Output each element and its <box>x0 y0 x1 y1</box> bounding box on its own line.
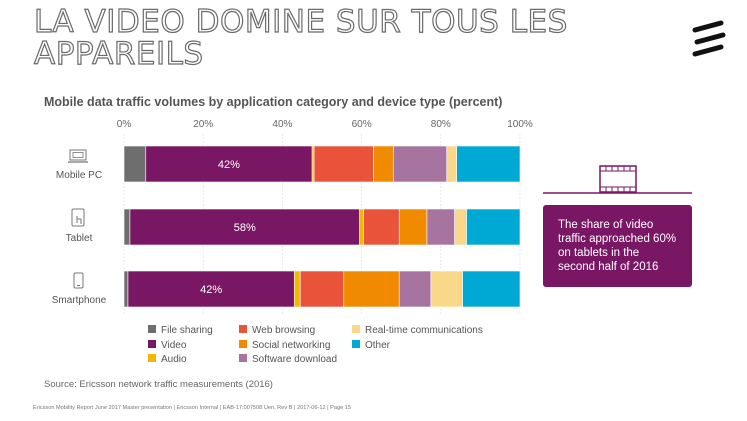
source-note: Source: Ericsson network traffic measure… <box>44 379 273 390</box>
bars <box>123 145 521 308</box>
legend-swatch <box>239 354 247 362</box>
chart-title: Mobile data traffic volumes by applicati… <box>44 95 503 109</box>
x-tick-label: 60% <box>352 119 372 130</box>
bar-segment <box>293 270 301 308</box>
bar-data-label: 58% <box>234 222 256 234</box>
slide-title: LA VIDEO DOMINE SUR TOUS LES APPAREILS <box>33 4 674 72</box>
bar-segment <box>313 145 374 183</box>
laptop-icon <box>68 149 88 163</box>
x-tick-label: 0% <box>117 119 132 130</box>
x-tick-label: 100% <box>507 119 533 130</box>
bar-segment <box>398 270 432 308</box>
device-label: Tablet <box>66 233 93 244</box>
legend: File sharing Web browsing Real-time commun… <box>148 325 483 365</box>
device-labels: Mobile PC Tablet Smartphone <box>52 149 107 306</box>
bar-segment <box>398 208 428 246</box>
bar-segment <box>123 208 131 246</box>
bar-data-label: 42% <box>218 159 240 171</box>
bar-data-label: 42% <box>200 284 222 296</box>
legend-label: Real-time communications <box>365 325 483 336</box>
bar-segment <box>430 270 463 308</box>
bar-segment <box>392 145 448 183</box>
legend-swatch <box>148 325 156 333</box>
legend-label: Software download <box>252 354 337 365</box>
legend-label: Audio <box>161 354 187 365</box>
bar-segment <box>454 208 467 246</box>
bar-labels: 42% 58% 42% <box>200 159 256 296</box>
slide-title-line-2: APPAREILS <box>33 36 204 72</box>
bar-segment <box>359 208 364 246</box>
x-tick-label: 80% <box>431 119 451 130</box>
bar-segment <box>145 145 313 183</box>
slide-title-line-1: LA VIDEO DOMINE SUR TOUS LES <box>33 4 568 40</box>
bar-segment <box>123 270 129 308</box>
bar-segment <box>373 145 394 183</box>
x-tick-label: 20% <box>193 119 213 130</box>
legend-swatch <box>239 325 247 333</box>
x-tick-label: 40% <box>272 119 292 130</box>
legend-label: File sharing <box>161 325 213 336</box>
bar-segment <box>299 270 345 308</box>
bar-segment <box>466 208 521 246</box>
bar-segment <box>426 208 455 246</box>
smartphone-icon <box>73 272 84 289</box>
legend-swatch <box>352 340 360 348</box>
legend-label: Web browsing <box>252 325 315 336</box>
bar-segment <box>446 145 457 183</box>
device-label: Mobile PC <box>56 170 102 181</box>
legend-swatch <box>239 340 247 348</box>
bar-segment <box>129 208 360 246</box>
legend-label: Social networking <box>252 340 330 351</box>
x-axis-ticks: 0% 20% 40% 60% 80% 100% <box>117 119 533 130</box>
ericsson-logo-icon <box>692 20 726 57</box>
bar-segment <box>456 145 521 183</box>
device-label: Smartphone <box>52 295 107 306</box>
bar-segment <box>363 208 400 246</box>
legend-swatch <box>352 325 360 333</box>
legend-label: Other <box>365 340 391 351</box>
video-share-callout: The share of video traffic approached 60… <box>543 205 692 287</box>
tablet-icon <box>71 208 85 227</box>
bar-segment <box>343 270 400 308</box>
footer: Ericsson Mobility Report June 2017 Maste… <box>33 405 351 411</box>
legend-label: Video <box>161 340 187 351</box>
bar-segment <box>127 270 295 308</box>
bar-segment <box>123 145 147 183</box>
bar-segment <box>462 270 521 308</box>
legend-swatch <box>148 340 156 348</box>
film-strip-icon <box>599 165 637 193</box>
legend-swatch <box>148 354 156 362</box>
